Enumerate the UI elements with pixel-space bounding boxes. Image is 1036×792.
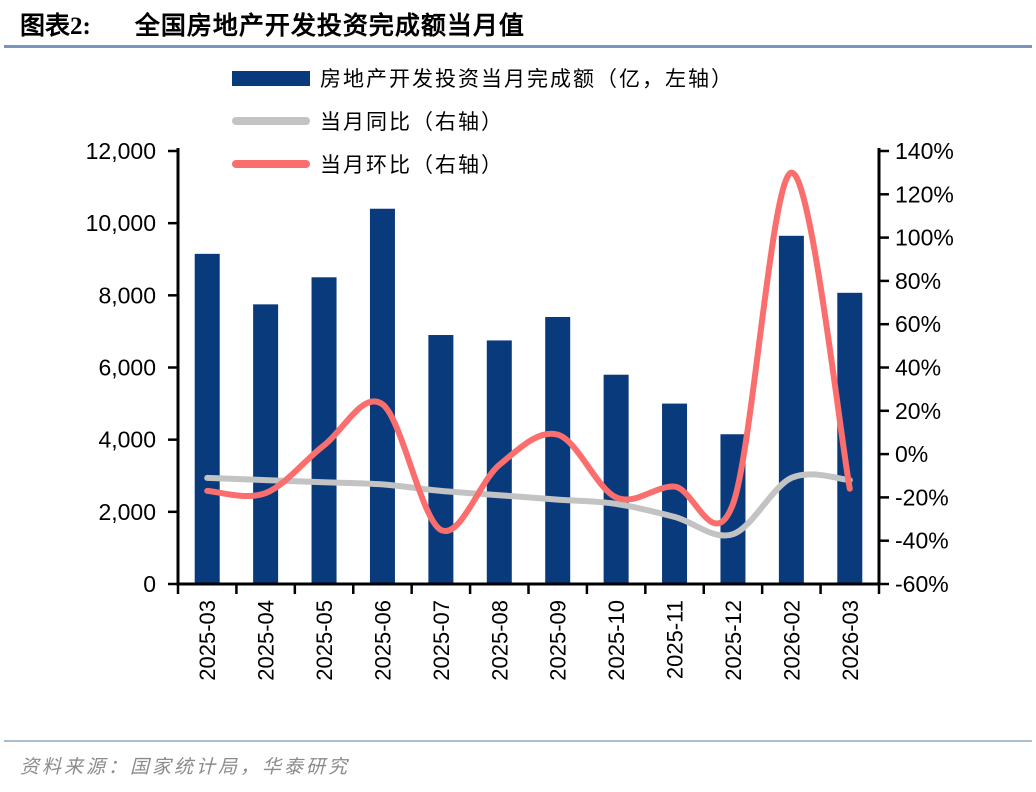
x-axis-label: 2025-08 xyxy=(487,600,512,681)
left-axis-label: 6,000 xyxy=(98,355,156,381)
figure-title: 全国房地产开发投资完成额当月值 xyxy=(134,13,525,40)
legend-item-investment: 房地产开发投资当月完成额（亿，左轴） xyxy=(232,63,734,93)
right-axis-label: 40% xyxy=(895,355,941,381)
source-text: 资料来源：国家统计局，华泰研究 xyxy=(20,757,351,778)
legend-label: 房地产开发投资当月完成额（亿，左轴） xyxy=(320,67,734,91)
left-axis-label: 0 xyxy=(143,571,156,597)
right-axis-label: 0% xyxy=(895,441,928,467)
legend-label: 当月同比（右轴） xyxy=(320,110,504,134)
mom-line xyxy=(204,169,853,534)
right-axis-label: 100% xyxy=(895,225,954,251)
bar-swatch-icon xyxy=(232,70,310,86)
bar-2025-05 xyxy=(311,277,337,584)
figure-number-label: 图表2: xyxy=(20,13,91,40)
bar-2025-03 xyxy=(194,253,220,584)
left-axis-label: 8,000 xyxy=(98,282,156,308)
right-axis-label: 140% xyxy=(895,138,954,164)
bar-2025-04 xyxy=(253,304,279,584)
x-axis-label: 2026-02 xyxy=(779,600,804,681)
right-axis-label: -40% xyxy=(895,528,949,554)
line-swatch-icon xyxy=(232,160,310,168)
title-rule xyxy=(4,45,1032,48)
x-axis-label: 2025-12 xyxy=(721,600,746,681)
right-axis-label: 80% xyxy=(895,268,941,294)
line-swatch-icon xyxy=(232,117,310,125)
bar-2025-10 xyxy=(603,374,629,584)
legend-item-yoy: 当月同比（右轴） xyxy=(232,106,504,136)
x-axis-label: 2025-05 xyxy=(312,600,337,681)
right-axis-label: 120% xyxy=(895,181,954,207)
x-axis-label: 2025-07 xyxy=(429,600,454,681)
bar-2025-06 xyxy=(369,208,395,584)
yoy-line xyxy=(204,471,853,539)
bar-2025-09 xyxy=(545,316,571,584)
x-axis-label: 2025-03 xyxy=(195,600,220,681)
x-axis-label: 2025-04 xyxy=(254,600,279,681)
x-axis-label: 2025-09 xyxy=(546,600,571,681)
left-axis-label: 2,000 xyxy=(98,499,156,525)
right-axis-label: 60% xyxy=(895,311,941,337)
x-axis-label: 2025-10 xyxy=(604,600,629,681)
x-axis-label: 2026-03 xyxy=(838,600,863,681)
bar-2026-02 xyxy=(778,235,804,584)
x-axis-label: 2025-06 xyxy=(371,600,396,681)
source-rule xyxy=(4,740,1032,742)
figure-header: 图表2: 全国房地产开发投资完成额当月值 xyxy=(20,6,525,42)
legend-label: 当月环比（右轴） xyxy=(320,153,504,177)
bar-2025-07 xyxy=(428,335,454,584)
right-axis-label: -20% xyxy=(895,484,949,510)
x-axis-label: 2025-11 xyxy=(663,600,688,679)
right-axis-label: 20% xyxy=(895,398,941,424)
left-axis-label: 12,000 xyxy=(86,138,156,164)
left-axis-label: 10,000 xyxy=(86,210,156,236)
right-axis-label: -60% xyxy=(895,571,949,597)
left-axis-label: 4,000 xyxy=(98,427,156,453)
legend-item-mom: 当月环比（右轴） xyxy=(232,149,504,179)
